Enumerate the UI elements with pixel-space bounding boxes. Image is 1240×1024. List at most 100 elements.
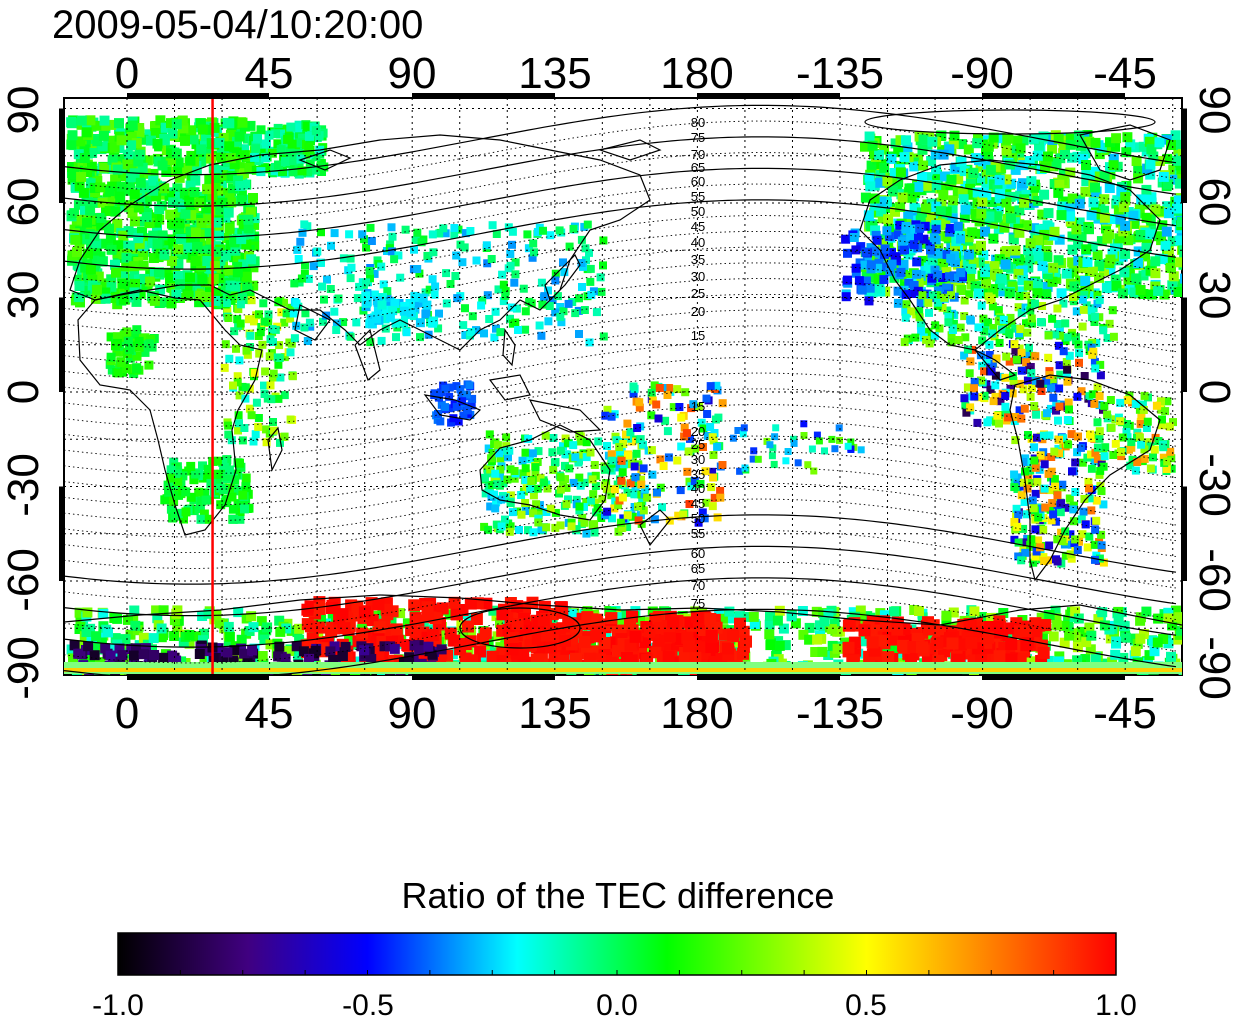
tec-pixel — [1072, 307, 1081, 316]
tec-pixel — [980, 267, 991, 278]
tec-pixel — [1122, 428, 1131, 436]
tec-pixel — [1069, 505, 1078, 514]
tec-pixel — [173, 259, 184, 269]
tec-pixel — [629, 389, 638, 398]
tec-pixel — [182, 163, 193, 174]
tec-pixel — [939, 171, 950, 182]
tec-pixel — [729, 434, 737, 442]
tec-pixel — [450, 230, 459, 239]
tec-pixel — [639, 506, 648, 515]
tec-pixel — [70, 234, 81, 245]
tec-pixel — [1143, 438, 1152, 447]
tec-pixel — [1054, 444, 1063, 453]
tec-pixel — [1144, 136, 1155, 147]
tec-pixel — [1053, 320, 1062, 328]
map-title: 2009-05-04/10:20:00 — [52, 3, 423, 47]
tec-pixel — [766, 441, 774, 449]
tec-pixel — [1123, 420, 1131, 428]
tec-pixel — [446, 280, 455, 288]
tec-pixel — [874, 258, 884, 268]
tec-pixel — [107, 119, 118, 130]
tec-pixel — [1104, 183, 1115, 193]
tec-pixel — [388, 232, 397, 241]
tec-pixel — [1012, 355, 1021, 364]
tec-pixel — [999, 315, 1008, 324]
tec-pixel — [449, 414, 458, 423]
tec-pixel — [259, 299, 268, 308]
tec-pixel — [297, 274, 306, 283]
tec-pixel — [1065, 211, 1076, 222]
tec-pixel — [233, 378, 242, 387]
tec-pixel — [855, 258, 865, 268]
tec-pixel — [616, 518, 625, 527]
tec-pixel — [125, 178, 136, 189]
tec-pixel — [985, 351, 994, 359]
tec-pixel — [534, 518, 543, 527]
tec-pixel — [804, 461, 812, 469]
tec-pixel — [91, 239, 102, 249]
tec-pixel — [876, 206, 887, 217]
tec-pixel — [1055, 361, 1064, 370]
tec-pixel — [148, 230, 159, 241]
tec-pixel — [879, 275, 889, 285]
tec-pixel — [1064, 630, 1075, 641]
tec-pixel — [977, 301, 986, 310]
tec-pixel — [1051, 517, 1060, 526]
tec-pixel — [287, 139, 297, 149]
tec-pixel — [1133, 258, 1144, 268]
tec-pixel — [293, 149, 303, 159]
tec-pixel — [986, 197, 997, 208]
tec-pixel — [682, 429, 691, 438]
tec-pixel — [925, 240, 935, 250]
tec-pixel — [1002, 409, 1011, 418]
tec-pixel — [1115, 214, 1126, 225]
tec-pixel — [1031, 525, 1040, 534]
tec-pixel — [352, 318, 361, 327]
tec-pixel — [86, 161, 97, 172]
tec-pixel — [218, 170, 229, 181]
tec-pixel — [186, 461, 196, 471]
tec-pixel — [166, 256, 177, 266]
tec-pixel — [974, 323, 983, 332]
tec-pixel — [381, 324, 390, 333]
tec-pixel — [1061, 319, 1070, 328]
tec-pixel — [166, 148, 177, 159]
tec-pixel — [562, 483, 571, 492]
tec-pixel — [1123, 274, 1134, 285]
tec-pixel — [1177, 279, 1182, 290]
tec-pixel — [1152, 637, 1163, 648]
tec-pixel — [1131, 399, 1140, 408]
tec-pixel — [677, 413, 686, 422]
tec-pixel — [974, 216, 985, 227]
tec-pixel — [480, 473, 489, 482]
tec-pixel — [243, 214, 254, 225]
tec-pixel — [503, 475, 512, 484]
tec-pixel — [521, 499, 530, 507]
tec-pixel — [1026, 176, 1037, 187]
tec-pixel — [1111, 636, 1122, 647]
tec-pixel — [1143, 417, 1152, 426]
tec-pixel — [1010, 164, 1021, 175]
tec-pixel — [851, 268, 861, 278]
tec-pixel — [1138, 400, 1147, 409]
tec-pixel — [510, 278, 519, 287]
tec-pixel — [431, 282, 440, 291]
tec-pixel — [69, 169, 80, 180]
tec-pixel — [264, 310, 273, 319]
tec-pixel — [1053, 535, 1062, 544]
tec-pixel — [963, 249, 974, 260]
tec-pixel — [1153, 613, 1164, 624]
tec-pixel — [948, 324, 957, 333]
tec-pixel — [485, 430, 494, 439]
tec-pixel — [66, 139, 77, 150]
tec-pixel — [772, 424, 780, 432]
tec-pixel — [944, 312, 953, 321]
tec-pixel — [843, 275, 852, 285]
tec-pixel — [244, 229, 255, 240]
tec-pixel — [250, 368, 259, 377]
tec-pixel — [592, 308, 601, 317]
tec-pixel — [880, 262, 890, 272]
tec-pixel — [1170, 605, 1181, 616]
tec-pixel — [224, 192, 235, 203]
tec-pixel — [607, 491, 616, 500]
